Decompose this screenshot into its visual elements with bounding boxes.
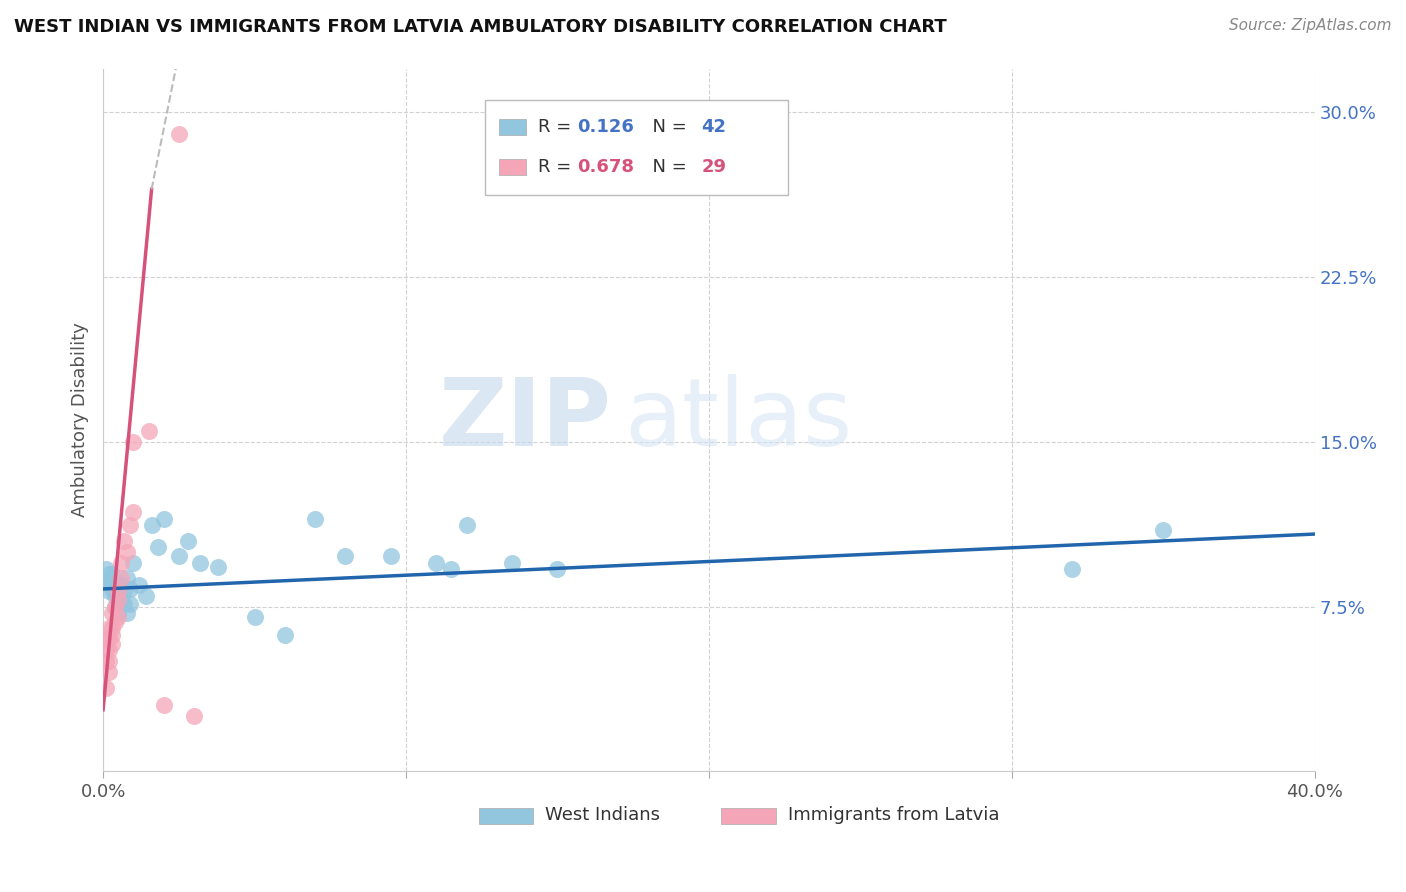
Point [183, 709, 205, 723]
Point [128, 577, 150, 591]
Point [122, 556, 145, 570]
Point [112, 584, 135, 599]
Point [380, 549, 402, 563]
Point [110, 556, 132, 570]
Point [96, 632, 118, 647]
FancyBboxPatch shape [485, 100, 787, 195]
Point [107, 584, 129, 599]
Point [177, 533, 200, 548]
Point [107, 593, 129, 607]
Point [135, 589, 157, 603]
Text: N =: N = [641, 118, 693, 136]
Point [304, 511, 326, 525]
Point [122, 434, 145, 449]
Point [98, 665, 121, 680]
Point [96, 643, 118, 657]
Point [101, 577, 124, 591]
Point [335, 549, 357, 563]
Point [101, 622, 124, 636]
Point [98, 643, 121, 657]
Point [117, 544, 139, 558]
Point [104, 599, 127, 614]
Point [1152, 523, 1174, 537]
Point [107, 606, 129, 620]
Point [167, 128, 190, 142]
Point [110, 571, 132, 585]
Point [112, 597, 135, 611]
Point [1062, 562, 1084, 576]
Point [138, 424, 160, 438]
Point [110, 577, 132, 591]
Text: ZIP: ZIP [439, 374, 612, 466]
Point [104, 599, 127, 614]
Point [98, 622, 121, 636]
Point [146, 540, 169, 554]
Point [456, 518, 478, 533]
Point [104, 615, 127, 629]
Text: Source: ZipAtlas.com: Source: ZipAtlas.com [1229, 18, 1392, 33]
Point [98, 584, 121, 599]
Point [96, 654, 118, 668]
Point [98, 632, 121, 647]
Point [117, 571, 139, 585]
Point [274, 628, 297, 642]
Point [104, 589, 127, 603]
Point [207, 560, 229, 574]
Point [120, 518, 142, 533]
Point [96, 575, 118, 590]
Point [107, 610, 129, 624]
Point [96, 562, 118, 576]
Point [96, 681, 118, 695]
Text: atlas: atlas [624, 374, 852, 466]
Point [141, 518, 163, 533]
Point [188, 556, 211, 570]
Point [101, 628, 124, 642]
Point [112, 533, 135, 548]
Point [120, 582, 142, 596]
Point [101, 582, 124, 596]
Text: WEST INDIAN VS IMMIGRANTS FROM LATVIA AMBULATORY DISABILITY CORRELATION CHART: WEST INDIAN VS IMMIGRANTS FROM LATVIA AM… [14, 18, 946, 36]
Text: 42: 42 [702, 118, 727, 136]
Point [117, 606, 139, 620]
Text: 0.126: 0.126 [576, 118, 634, 136]
Text: 29: 29 [702, 158, 727, 176]
Point [152, 698, 174, 713]
Point [101, 637, 124, 651]
Text: 0.678: 0.678 [576, 158, 634, 176]
Point [101, 566, 124, 581]
Text: Immigrants from Latvia: Immigrants from Latvia [787, 806, 1000, 824]
Text: West Indians: West Indians [546, 806, 661, 824]
FancyBboxPatch shape [478, 808, 533, 824]
FancyBboxPatch shape [499, 159, 526, 175]
Point [98, 571, 121, 585]
Point [98, 654, 121, 668]
FancyBboxPatch shape [721, 808, 776, 824]
Point [425, 556, 447, 570]
Point [107, 584, 129, 599]
Point [152, 511, 174, 525]
Y-axis label: Ambulatory Disability: Ambulatory Disability [72, 322, 89, 517]
Point [167, 549, 190, 563]
Point [122, 505, 145, 519]
Point [101, 606, 124, 620]
FancyBboxPatch shape [499, 120, 526, 135]
Point [110, 593, 132, 607]
Text: N =: N = [641, 158, 693, 176]
Point [501, 556, 523, 570]
Text: R =: R = [538, 158, 576, 176]
Point [98, 566, 121, 581]
Point [120, 597, 142, 611]
Point [440, 562, 463, 576]
Text: R =: R = [538, 118, 576, 136]
Point [243, 610, 266, 624]
Point [546, 562, 568, 576]
